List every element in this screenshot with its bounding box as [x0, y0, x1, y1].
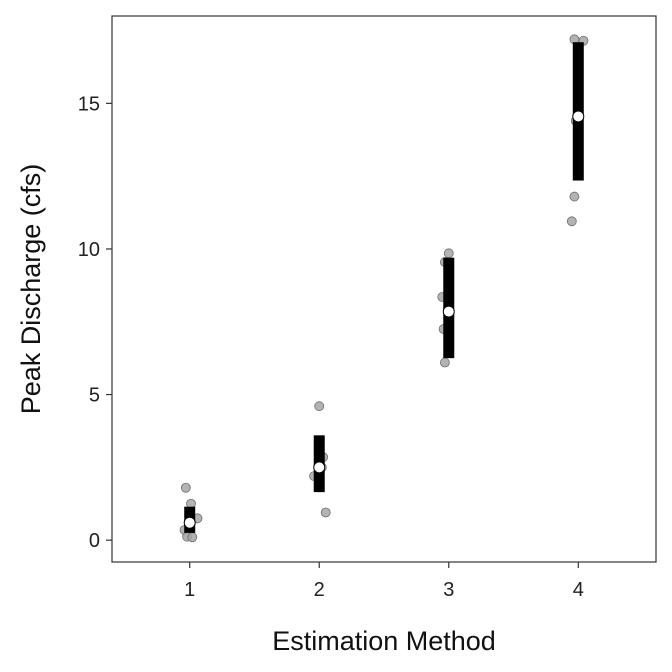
raw-data-point [320, 507, 331, 518]
x-tick-label: 2 [314, 579, 325, 601]
plot-panel [111, 15, 657, 563]
x-tick-label: 4 [573, 579, 584, 601]
mean-marker [442, 305, 455, 318]
y-tick-label: 5 [89, 385, 100, 407]
x-tick-label: 1 [184, 579, 195, 601]
x-axis: 1 2 3 4 [184, 562, 584, 601]
x-tick-label: 3 [443, 579, 454, 601]
mean-markers-layer [183, 110, 585, 529]
raw-data-point [314, 401, 325, 412]
y-tick-label: 0 [89, 530, 100, 552]
raw-data-point [566, 216, 577, 227]
y-axis: 0 5 10 15 [78, 93, 112, 552]
x-axis-title: Estimation Method [272, 626, 496, 656]
mean-marker [183, 516, 196, 529]
raw-data-point [187, 532, 198, 543]
mean-marker [572, 110, 585, 123]
raw-data-point [439, 357, 450, 368]
mean-marker [313, 461, 326, 474]
y-tick-label: 10 [78, 239, 100, 261]
raw-data-point [569, 191, 580, 202]
y-tick-label: 15 [78, 93, 100, 115]
raw-data-point [443, 248, 454, 259]
y-axis-title: Peak Discharge (cfs) [16, 164, 46, 415]
raw-data-point [180, 482, 191, 493]
